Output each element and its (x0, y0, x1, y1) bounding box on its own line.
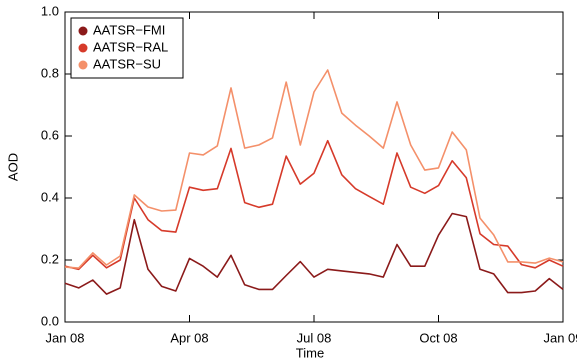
legend-marker (78, 43, 88, 53)
y-tick-label: 0.2 (41, 251, 59, 266)
legend-marker (78, 60, 88, 70)
series-line (64, 212, 564, 295)
legend-label: AATSR−FMI (93, 22, 165, 37)
series-line (64, 139, 564, 271)
legend-box (70, 17, 184, 79)
legend-label: AATSR−RAL (93, 39, 168, 54)
x-tick-label: Jul 08 (297, 330, 332, 345)
x-tick-label: Jan 09 (543, 330, 577, 345)
y-axis-label: AOD (5, 153, 20, 181)
y-tick-label: 0.8 (41, 65, 59, 80)
y-tick-label: 0.0 (41, 313, 59, 328)
series-line (64, 69, 564, 269)
y-tick-label: 0.6 (41, 127, 59, 142)
y-tick-label: 1.0 (41, 3, 59, 18)
x-tick-label: Oct 08 (419, 330, 457, 345)
x-tick-label: Apr 08 (170, 330, 208, 345)
legend-label: AATSR−SU (93, 56, 161, 71)
y-tick-label: 0.4 (41, 189, 59, 204)
x-axis-label: Time (296, 345, 324, 360)
legend-marker (78, 26, 88, 36)
x-tick-label: Jan 08 (45, 330, 84, 345)
